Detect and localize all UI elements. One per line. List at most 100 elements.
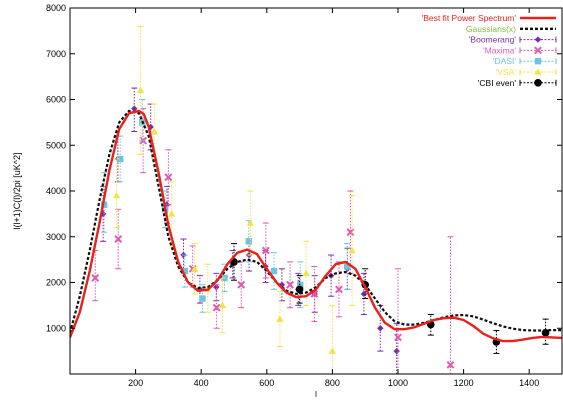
data-point-marker	[181, 267, 188, 275]
data-point	[270, 252, 278, 290]
y-tick-label: 7000	[46, 49, 66, 59]
data-point	[286, 261, 294, 309]
series-3-errorbars	[91, 108, 455, 374]
legend-entry-6: 'CBI even'	[478, 78, 557, 88]
series-4-errorbars	[100, 99, 351, 313]
data-point-marker	[328, 347, 336, 354]
data-point-marker	[212, 303, 221, 312]
data-point	[427, 314, 435, 336]
legend-label: 'Best fit Power Spectrum'	[422, 13, 517, 23]
y-tick-label: 1000	[46, 323, 66, 333]
data-point	[310, 265, 319, 322]
legend-entry-0: 'Best fit Power Spectrum'	[422, 13, 556, 23]
data-point	[492, 330, 501, 354]
x-tick-label: 200	[128, 378, 143, 388]
data-point	[393, 323, 400, 374]
data-point	[295, 275, 304, 304]
plot-frame	[69, 7, 563, 375]
data-point-marker	[261, 246, 270, 255]
data-point-marker	[270, 267, 278, 275]
legend-label: 'VSA'	[496, 67, 517, 77]
legend-entry-1: Gaussians(x)	[466, 24, 556, 34]
data-point	[230, 243, 238, 281]
data-point-marker	[150, 127, 158, 135]
legend-entry-5: 'VSA'	[496, 67, 557, 77]
data-point	[276, 291, 284, 348]
data-point	[246, 190, 254, 256]
data-point-marker	[335, 285, 343, 294]
data-point	[541, 318, 550, 345]
data-point-marker	[348, 246, 356, 254]
series-5-errorbars	[112, 25, 356, 374]
data-point-marker	[99, 210, 107, 218]
y-axis-label: l(l+1)C(l)/2pi [uK^2]	[12, 153, 22, 230]
data-point-marker	[446, 360, 455, 369]
data-point	[346, 190, 355, 274]
x-tick-label: 800	[325, 378, 340, 388]
data-point-marker	[534, 68, 542, 75]
data-point	[114, 208, 123, 270]
series-line-1	[70, 109, 562, 334]
data-point	[138, 99, 146, 142]
data-point	[335, 261, 343, 318]
x-tick-label: 600	[259, 378, 274, 388]
data-point-marker	[302, 269, 310, 277]
data-point-marker	[286, 280, 294, 289]
data-point-marker	[213, 283, 220, 291]
data-point	[302, 240, 310, 306]
data-point-marker	[112, 191, 121, 199]
data-point	[181, 254, 188, 288]
legend-entry-2: 'Boomerang'	[469, 35, 557, 45]
legend-entry-4: 'DASI'	[493, 56, 557, 66]
data-point	[164, 149, 173, 206]
x-tick-label: 1400	[519, 378, 539, 388]
data-point	[212, 284, 221, 329]
data-point-marker	[131, 105, 138, 112]
legend-label: 'Maxima'	[483, 45, 516, 55]
x-axis-label: l	[315, 390, 317, 397]
data-point	[297, 261, 304, 309]
data-point-marker	[168, 210, 176, 217]
data-point-marker	[377, 325, 384, 332]
data-point-marker	[276, 315, 284, 322]
data-point-marker	[534, 79, 542, 87]
data-point	[218, 277, 227, 334]
data-point	[191, 243, 199, 295]
data-point	[394, 268, 402, 374]
data-point	[328, 304, 336, 374]
y-tick-label: 4000	[46, 186, 66, 196]
data-point	[91, 249, 100, 302]
series-6-errorbars	[230, 243, 550, 354]
data-point	[131, 87, 138, 133]
legend-label: 'CBI even'	[478, 78, 517, 88]
data-point-marker	[393, 347, 400, 355]
data-point-marker	[534, 58, 542, 65]
series-line-0	[70, 109, 562, 343]
data-point-marker	[343, 263, 351, 270]
data-point-marker	[136, 86, 145, 94]
series-layer	[70, 25, 562, 374]
data-point	[348, 195, 356, 306]
y-tick-label: 8000	[46, 3, 66, 13]
data-point-marker	[91, 274, 100, 282]
x-tick-label: 1000	[388, 378, 408, 388]
legend: 'Best fit Power Spectrum'Gaussians(x)'Bo…	[422, 13, 557, 88]
data-point-marker	[295, 285, 304, 294]
data-point-marker	[245, 238, 252, 245]
data-point	[199, 284, 206, 313]
data-point-marker	[394, 333, 402, 342]
legend-label: 'DASI'	[493, 56, 516, 66]
y-tick-label: 3000	[46, 232, 66, 242]
data-point-marker	[218, 301, 227, 309]
data-point-marker	[534, 46, 542, 55]
data-point-marker	[116, 155, 124, 163]
legend-label: Gaussians(x)	[466, 24, 516, 34]
data-point	[343, 243, 351, 290]
data-point-marker	[237, 280, 246, 289]
data-point-marker	[164, 173, 173, 182]
data-point-marker	[199, 295, 206, 302]
data-point-marker	[191, 264, 199, 272]
legend-entry-3: 'Maxima'	[483, 45, 557, 55]
